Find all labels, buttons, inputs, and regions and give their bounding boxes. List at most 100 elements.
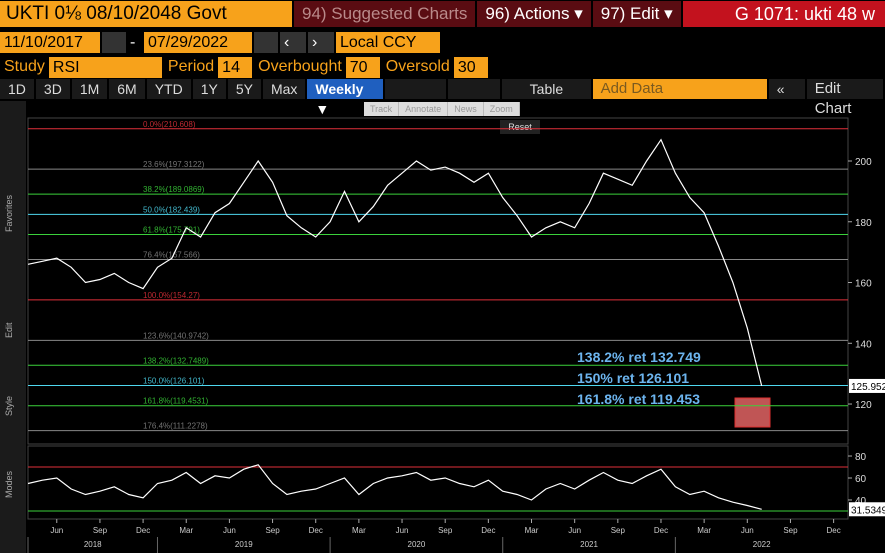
last-value-label: 31.5349 xyxy=(851,505,885,516)
tool-button[interactable]: Track xyxy=(364,102,400,116)
x-tick-label: Mar xyxy=(697,526,711,535)
oversold-field[interactable]: 30 xyxy=(453,56,488,78)
x-tick-label: Jun xyxy=(50,526,63,535)
year-label: 2022 xyxy=(753,540,771,549)
oversold-label: Oversold xyxy=(385,58,450,75)
study-label: Study xyxy=(4,58,45,75)
range-button[interactable]: Max xyxy=(262,79,306,99)
range-button[interactable]: 3D xyxy=(35,79,70,99)
period-label: Period xyxy=(167,58,215,75)
y-tick-label: 140 xyxy=(855,339,872,350)
y-tick-label: 180 xyxy=(855,218,872,229)
x-tick-label: Dec xyxy=(136,526,150,535)
annotation: 138.2% ret 132.749 xyxy=(577,349,701,365)
ticker: G 1071: ukti 48 w xyxy=(682,1,885,27)
tool-button[interactable]: News xyxy=(448,102,484,116)
menu-item[interactable]: 96) Actions ▾ xyxy=(477,1,591,27)
table-button[interactable]: Table xyxy=(502,79,591,99)
x-tick-label: Sep xyxy=(438,526,453,535)
y-tick-label: 40 xyxy=(855,496,867,507)
x-tick-label: Dec xyxy=(309,526,323,535)
level-label: 76.4%(167.566) xyxy=(143,251,200,260)
range-bar: 1D 3D 1M 6M YTD 1Y 5Y Max Weekly ▼ Table Add Da… xyxy=(0,79,885,117)
level-label: 138.2%(132.7489) xyxy=(143,356,209,365)
y-tick-label: 80 xyxy=(855,452,867,463)
reset-button[interactable]: Reset xyxy=(500,120,540,134)
range-button[interactable]: 6M xyxy=(109,79,145,99)
level-label: 0.0%(210.608) xyxy=(143,120,196,129)
collapse-button[interactable]: « xyxy=(768,79,805,99)
x-tick-label: Sep xyxy=(265,526,280,535)
x-tick-label: Mar xyxy=(525,526,539,535)
price-line xyxy=(27,138,763,387)
year-label: 2018 xyxy=(84,540,102,549)
currency-field[interactable]: Local CCY xyxy=(336,32,440,53)
highlight-box xyxy=(734,397,771,428)
range-button[interactable]: 1M xyxy=(71,79,108,99)
range-button[interactable]: YTD xyxy=(146,79,191,99)
y-tick-label: 160 xyxy=(855,279,872,290)
header-bar: UKTI 0⅛ 08/10/2048 Govt 94) Suggested Ch… xyxy=(0,0,885,28)
overbought-field[interactable]: 70 xyxy=(345,56,380,78)
level-label: 50.0%(182.439) xyxy=(143,205,200,214)
tool-strip: Track Annotate News Zoom xyxy=(364,102,520,116)
frequency-button[interactable]: Weekly ▼ xyxy=(307,79,383,117)
x-tick-label: Mar xyxy=(352,526,366,535)
x-tick-label: Jun xyxy=(741,526,754,535)
level-label: 38.2%(189.0869) xyxy=(143,185,205,194)
date-bar: 11/10/2017 - 07/29/2022 ‹ › Local CCY xyxy=(0,31,885,54)
range-button[interactable]: 1D xyxy=(0,79,34,99)
overbought-label: Overbought xyxy=(258,58,342,75)
calendar-icon[interactable] xyxy=(102,32,126,53)
security-field[interactable]: UKTI 0⅛ 08/10/2048 Govt xyxy=(0,1,292,27)
menu-item[interactable]: 97) Edit ▾ xyxy=(592,1,681,27)
edit-chart-button[interactable]: Edit Chart xyxy=(806,79,883,117)
x-tick-label: Jun xyxy=(223,526,236,535)
year-label: 2020 xyxy=(408,540,426,549)
prev-button[interactable]: ‹ xyxy=(280,32,306,53)
level-label: 161.8%(119.4531) xyxy=(143,397,209,406)
year-label: 2019 xyxy=(235,540,253,549)
level-label: 23.6%(197.3122) xyxy=(143,160,205,169)
range-button[interactable]: 5Y xyxy=(227,79,261,99)
sidebar xyxy=(0,101,26,553)
next-button[interactable]: › xyxy=(308,32,334,53)
level-label: 123.6%(140.9742) xyxy=(143,331,209,340)
x-tick-label: Mar xyxy=(179,526,193,535)
y-tick-label: 120 xyxy=(855,400,872,411)
x-tick-label: Sep xyxy=(783,526,798,535)
annotation: 150% ret 126.101 xyxy=(577,370,689,386)
period-field[interactable]: 14 xyxy=(218,56,253,78)
chart-type-button[interactable] xyxy=(384,79,447,99)
range-buttons: 1D 3D 1M 6M YTD 1Y 5Y Max xyxy=(0,79,307,99)
menu-item[interactable]: 94) Suggested Charts xyxy=(294,1,476,27)
calendar-icon[interactable] xyxy=(254,32,278,53)
last-value-label: 125.952 xyxy=(851,382,885,393)
tool-button[interactable]: Zoom xyxy=(483,102,520,116)
start-date[interactable]: 11/10/2017 xyxy=(0,32,100,53)
level-label: 176.4%(111.2278) xyxy=(143,422,208,431)
annotation: 161.8% ret 119.453 xyxy=(577,391,700,407)
dash: - xyxy=(130,34,136,51)
range-button[interactable]: 1Y xyxy=(192,79,226,99)
last-value-tag xyxy=(849,378,885,393)
x-tick-label: Dec xyxy=(826,526,840,535)
end-date[interactable]: 07/29/2022 xyxy=(144,32,252,53)
x-tick-label: Sep xyxy=(93,526,108,535)
study-field[interactable]: RSI xyxy=(48,56,162,78)
x-tick-label: Sep xyxy=(611,526,626,535)
add-data-field[interactable]: Add Data xyxy=(592,79,767,99)
x-tick-label: Dec xyxy=(481,526,495,535)
panel-border xyxy=(27,117,849,445)
x-tick-label: Dec xyxy=(654,526,668,535)
level-label: 100.0%(154.27) xyxy=(143,291,200,300)
tool-button[interactable] xyxy=(448,79,501,99)
tool-button[interactable]: Annotate xyxy=(399,102,449,116)
year-label: 2021 xyxy=(580,540,598,549)
y-tick-label: 200 xyxy=(855,157,872,168)
panel-border xyxy=(27,445,849,520)
y-tick-label: 60 xyxy=(855,474,867,485)
last-value-tag xyxy=(849,502,885,517)
